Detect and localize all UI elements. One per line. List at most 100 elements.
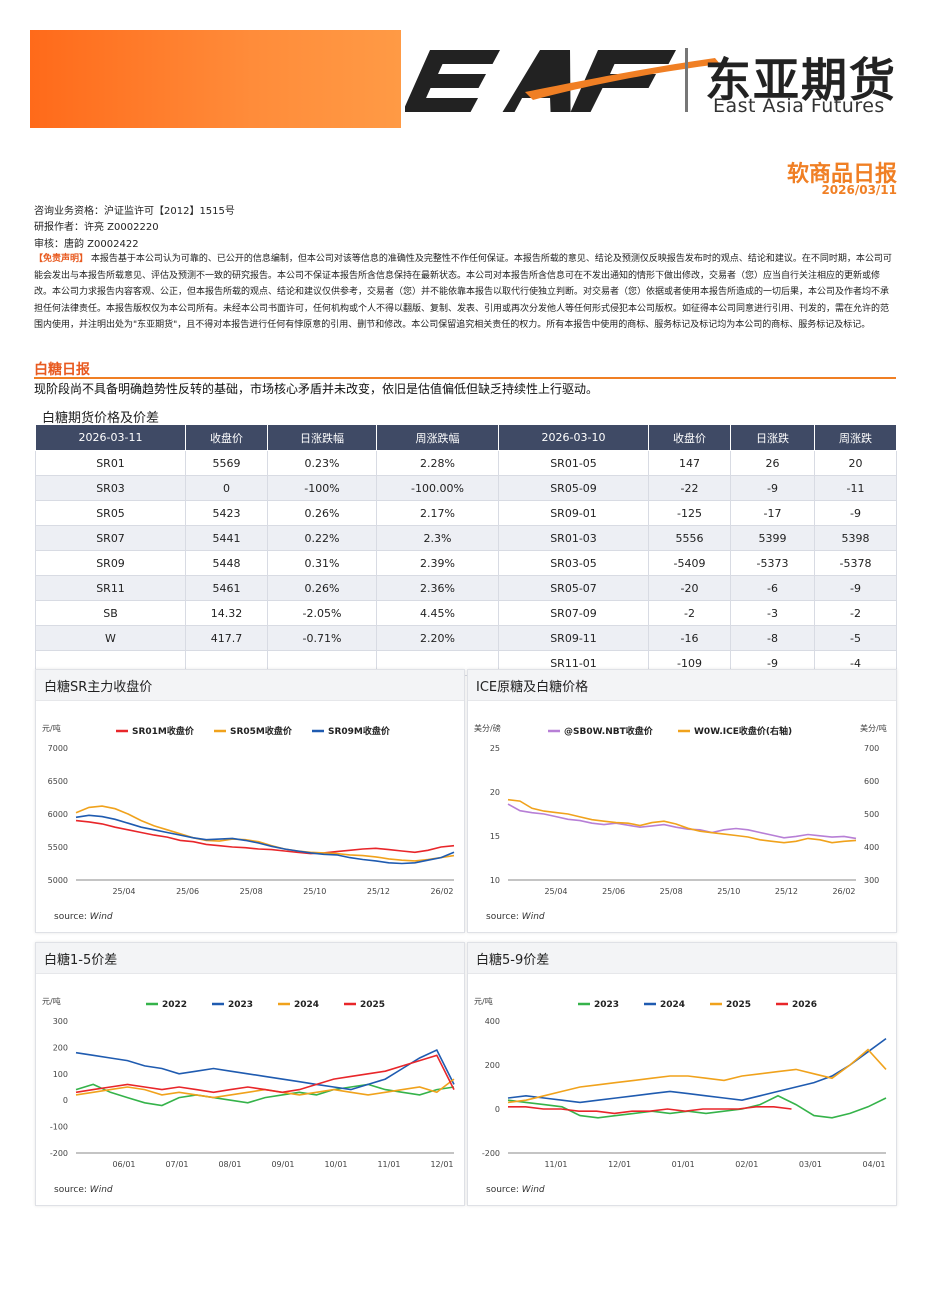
chart-title: 白糖5-9价差	[476, 953, 550, 968]
y-tick-label: 0	[495, 1105, 500, 1114]
table-cell: -16	[648, 625, 731, 651]
table-cell: -5373	[730, 550, 815, 576]
y-tick-label-right: 500	[864, 810, 879, 819]
series-line	[75, 814, 455, 865]
x-tick-label: 02/01	[735, 1160, 758, 1169]
legend-label: 2023	[228, 1000, 253, 1010]
table-cell: 5399	[730, 525, 815, 551]
table-cell: -9	[730, 475, 815, 501]
table-cell: -100%	[267, 475, 377, 501]
y-tick-label: 5000	[48, 876, 68, 885]
x-tick-label: 25/10	[717, 887, 740, 896]
report-title: 软商品日报	[786, 162, 897, 187]
panel-header	[36, 943, 464, 974]
table-cell: -8	[730, 625, 815, 651]
x-tick-label: 09/01	[271, 1160, 294, 1169]
panel-header	[468, 670, 896, 701]
x-tick-label: 25/06	[176, 887, 199, 896]
legend-item: 2022	[146, 1000, 187, 1010]
table-header-cell: 2026-03-11	[35, 424, 186, 451]
price-table: 2026-03-11 收盘价 日涨跌幅 周涨跌幅 2026-03-10 收盘价 日涨跌 周涨跌…	[35, 424, 897, 676]
disclaimer-tag: 【免责声明】	[34, 254, 89, 264]
y-tick-label: 7000	[48, 744, 68, 753]
table-cell: -5409	[648, 550, 731, 576]
section-summary: 现阶段尚不具备明确趋势性反转的基础，市场核心矛盾并未改变，依旧是估值偏低但缺乏持…	[34, 382, 599, 396]
disclaimer-text: 本报告基于本公司认为可靠的、已公开的信息编制，但本公司对该等信息的准确性及完整性…	[34, 254, 892, 331]
table-cell: -3	[730, 600, 815, 626]
legend-item: 2023	[212, 1000, 253, 1010]
y-tick-label: 6500	[48, 777, 68, 786]
table-cell: 5423	[185, 500, 268, 526]
table-cell: -6	[730, 575, 815, 601]
table-cell: 2.39%	[376, 550, 499, 576]
series-line	[75, 819, 455, 855]
table-header-cell: 日涨跌	[730, 424, 815, 451]
legend-item: W0W.ICE收盘价(右轴)	[678, 725, 792, 737]
x-tick-label: 06/01	[112, 1160, 135, 1169]
legend-label: SR05M收盘价	[230, 725, 293, 737]
table-header-cell: 周涨跌幅	[376, 424, 499, 451]
table-cell: -2.05%	[267, 600, 377, 626]
table-cell: -0.71%	[267, 625, 377, 651]
x-tick-label: 25/12	[367, 887, 390, 896]
x-tick-label: 26/02	[430, 887, 453, 896]
legend-label: 2023	[594, 1000, 619, 1010]
table-row: SB 14.32 -2.05% 4.45% SR07-09 -2 -3 -2	[35, 600, 897, 626]
chart-panel-ice: ICE原糖及白糖价格 @SB0W.NBT收盘价 W0W.ICE收盘价(右轴) 美分/…	[467, 669, 897, 933]
table-cell: 0.31%	[267, 550, 377, 576]
y-tick-label: 200	[485, 1061, 500, 1070]
legend-label: SR09M收盘价	[328, 725, 391, 737]
x-tick-label: 25/08	[240, 887, 263, 896]
chart-spread-1-5: 2022 2023 2024 2025 元/吨 300 200 100 0 -100 -200 06/…	[42, 996, 455, 1169]
y-tick-label: -200	[482, 1149, 500, 1158]
y-tick-label: 300	[53, 1017, 68, 1026]
table-cell: -100.00%	[376, 475, 499, 501]
table-cell: 2.3%	[376, 525, 499, 551]
y-axis-label: 美分/磅	[474, 723, 501, 733]
x-tick-label: 10/01	[324, 1160, 347, 1169]
y-tick-label-right: 600	[864, 777, 879, 786]
table-cell: -22	[648, 475, 731, 501]
y-tick-label: 25	[490, 744, 500, 753]
table-cell: -17	[730, 500, 815, 526]
company-name-en: East Asia Futures	[713, 95, 885, 117]
table-cell: SR01	[35, 450, 186, 476]
table-row: SR05 5423 0.26% 2.17% SR09-01 -125 -17 -9	[35, 500, 897, 526]
y-tick-label: 15	[490, 832, 500, 841]
table-cell: 2.20%	[376, 625, 499, 651]
author-info: 研报作者：许亮 Z0002220	[34, 222, 159, 233]
legend-label: 2026	[792, 1000, 817, 1010]
table-cell: SR03	[35, 475, 186, 501]
x-tick-label: 26/02	[832, 887, 855, 896]
chart-title: ICE原糖及白糖价格	[476, 680, 589, 695]
table-header-cell: 日涨跌幅	[267, 424, 377, 451]
table-cell: SR11	[35, 575, 186, 601]
table-header-row: 2026-03-11 收盘价 日涨跌幅 周涨跌幅 2026-03-10 收盘价 日涨跌 周涨跌	[35, 424, 897, 451]
x-tick-label: 03/01	[799, 1160, 822, 1169]
legend-label: SR01M收盘价	[132, 725, 195, 737]
y-tick-label: 0	[63, 1096, 68, 1105]
table-row: SR09 5448 0.31% 2.39% SR03-05 -5409 -5373 -5378	[35, 550, 897, 576]
x-tick-label: 04/01	[862, 1160, 885, 1169]
table-cell: SR01-05	[498, 450, 649, 476]
series-line	[75, 1048, 455, 1091]
legend-label: 2025	[726, 1000, 751, 1010]
chart-source: source: Wind	[54, 912, 113, 922]
license-info: 咨询业务资格：沪证监许可【2012】1515号	[34, 206, 235, 217]
table-cell: -2	[814, 600, 897, 626]
legend-label: 2024	[660, 1000, 685, 1010]
chart-spread-5-9: 2023 2024 2025 2026 元/吨 400 200 0 -200 11/01 12/01…	[474, 996, 887, 1169]
legend-item: SR05M收盘价	[214, 725, 293, 737]
table-cell: SR09	[35, 550, 186, 576]
y-tick-label-right: 400	[864, 843, 879, 852]
panel-header	[468, 943, 896, 974]
legend-label: 2024	[294, 1000, 319, 1010]
chart-source: source: Wind	[54, 1185, 113, 1195]
series-line	[508, 1106, 792, 1115]
table-cell: 2.36%	[376, 575, 499, 601]
legend-item: SR09M收盘价	[312, 725, 391, 737]
x-tick-label: 25/06	[602, 887, 625, 896]
table-cell: SR05-07	[498, 575, 649, 601]
table-cell: SR07-09	[498, 600, 649, 626]
y-axis-label: 元/吨	[42, 996, 61, 1006]
